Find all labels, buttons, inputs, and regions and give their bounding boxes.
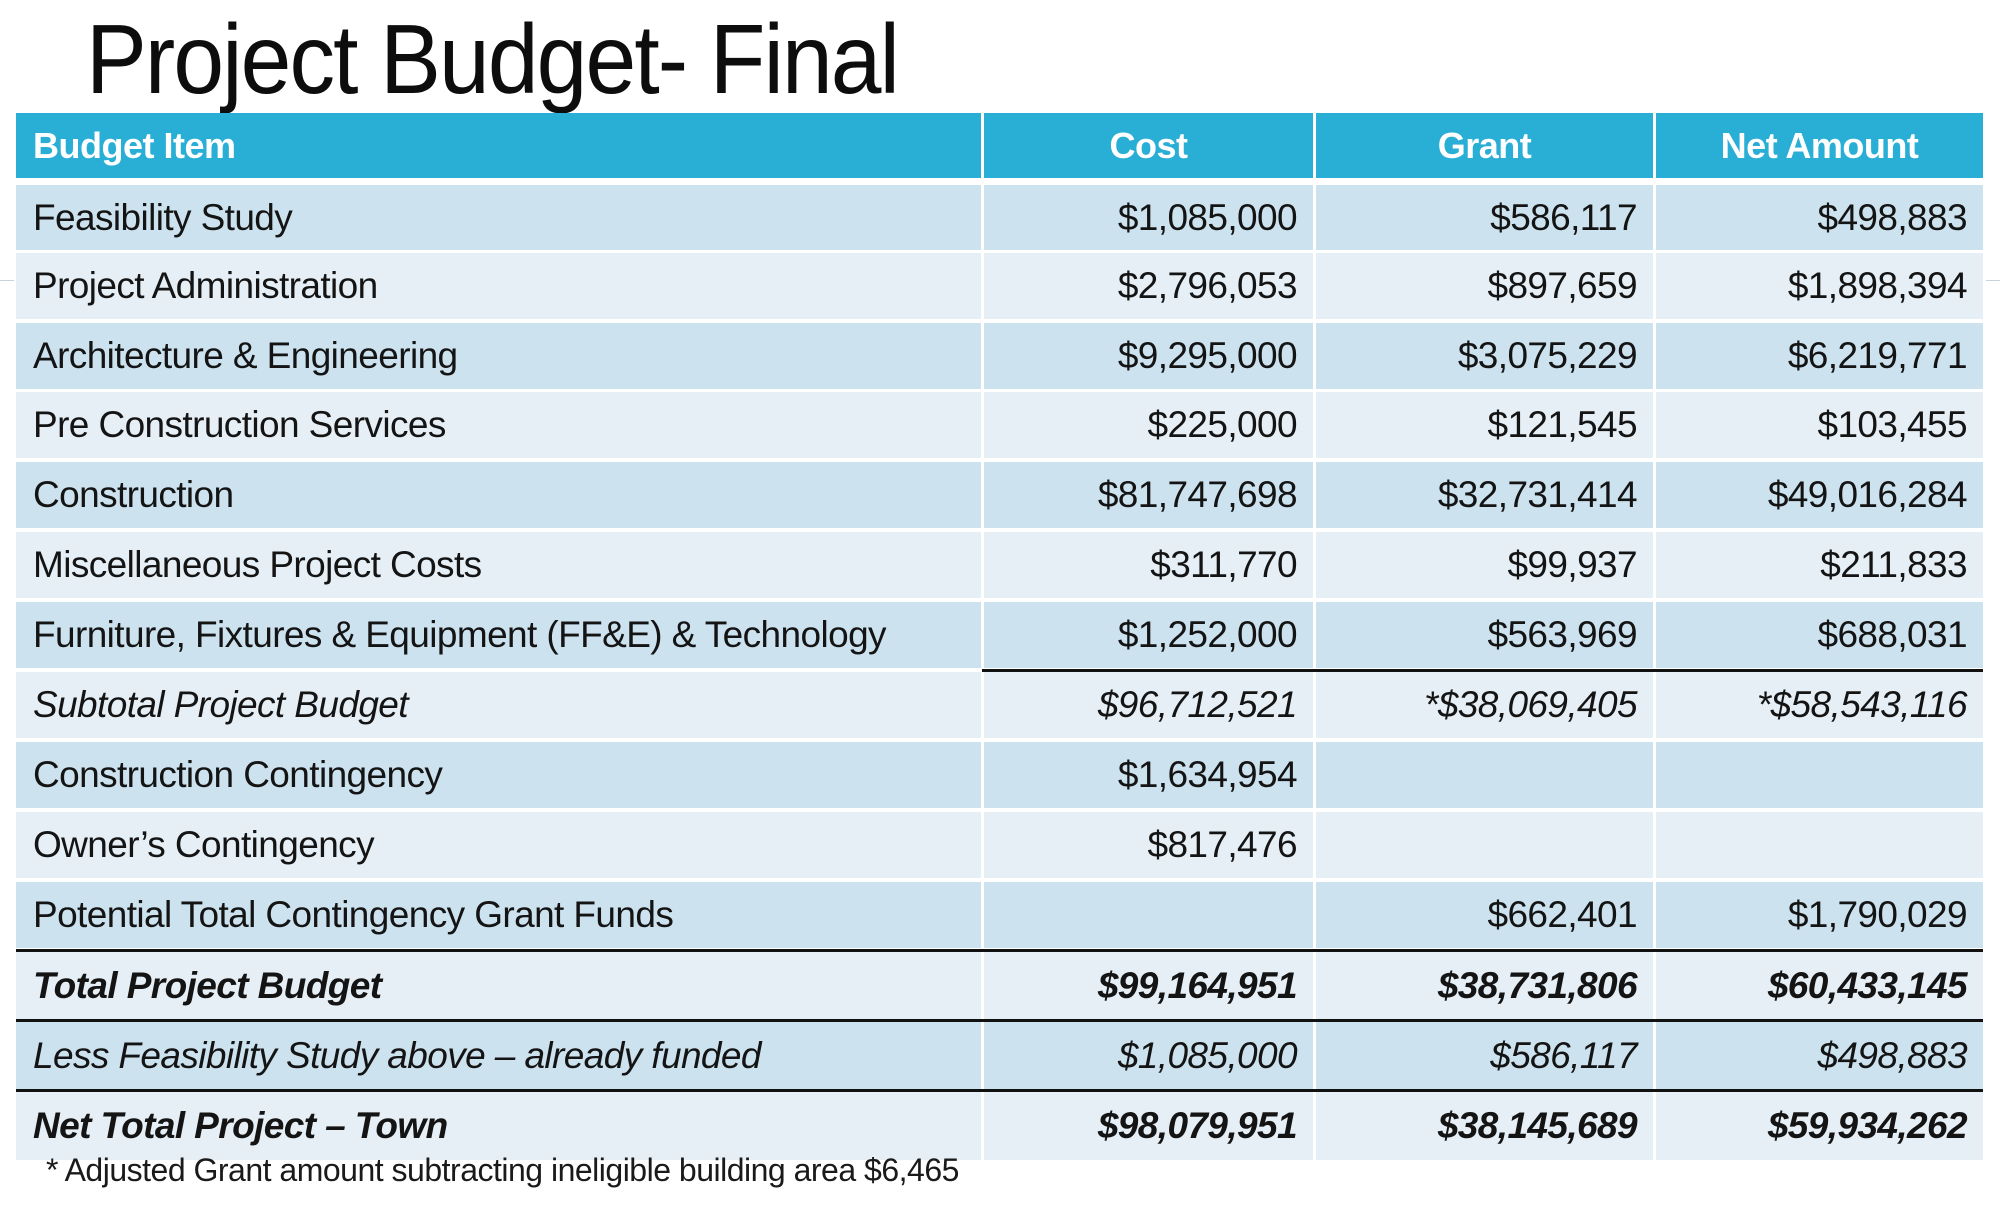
table-row: Miscellaneous Project Costs $311,770 $99… bbox=[16, 532, 1983, 598]
cost-value: $1,085,000 bbox=[984, 185, 1313, 250]
row-label: Potential Total Contingency Grant Funds bbox=[16, 882, 981, 948]
footnote: * Adjusted Grant amount subtracting inel… bbox=[46, 1152, 959, 1188]
net-value: *$58,543,116 bbox=[1656, 672, 1983, 738]
row-label: Project Administration bbox=[16, 253, 981, 319]
table-row: Architecture & Engineering $9,295,000 $3… bbox=[16, 323, 1983, 389]
row-label: Owner’s Contingency bbox=[16, 812, 981, 878]
net-value: $498,883 bbox=[1656, 185, 1983, 250]
cost-value: $9,295,000 bbox=[984, 323, 1313, 389]
grant-value bbox=[1316, 742, 1653, 808]
table-row: Furniture, Fixtures & Equipment (FF&E) &… bbox=[16, 602, 1983, 668]
grant-value: $38,731,806 bbox=[1316, 952, 1653, 1020]
grant-value: $586,117 bbox=[1316, 1022, 1653, 1090]
grant-value: $38,145,689 bbox=[1316, 1092, 1653, 1160]
net-total-row: Net Total Project – Town $98,079,951 $38… bbox=[16, 1092, 1983, 1160]
total-row: Total Project Budget $99,164,951 $38,731… bbox=[16, 952, 1983, 1020]
cost-value: $1,252,000 bbox=[984, 602, 1313, 668]
table-row: Construction Contingency $1,634,954 bbox=[16, 742, 1983, 808]
less-feasibility-row: Less Feasibility Study above – already f… bbox=[16, 1022, 1983, 1090]
net-value: $60,433,145 bbox=[1656, 952, 1983, 1020]
slide-divider-left bbox=[0, 280, 14, 281]
row-label: Miscellaneous Project Costs bbox=[16, 532, 981, 598]
subtotal-rule bbox=[982, 669, 1983, 672]
net-value bbox=[1656, 812, 1983, 878]
total-rule-bottom bbox=[16, 1019, 1983, 1022]
grant-value: $99,937 bbox=[1316, 532, 1653, 598]
grant-value: $586,117 bbox=[1316, 185, 1653, 250]
header-budget-item: Budget Item bbox=[16, 113, 981, 178]
cost-value: $98,079,951 bbox=[984, 1092, 1313, 1160]
cost-value: $311,770 bbox=[984, 532, 1313, 598]
table-row: Project Administration $2,796,053 $897,6… bbox=[16, 253, 1983, 319]
grant-value: $121,545 bbox=[1316, 392, 1653, 458]
net-value: $6,219,771 bbox=[1656, 323, 1983, 389]
cost-value bbox=[984, 882, 1313, 948]
net-value: $49,016,284 bbox=[1656, 462, 1983, 528]
grant-value: *$38,069,405 bbox=[1316, 672, 1653, 738]
slide-divider-right bbox=[1986, 280, 2000, 281]
net-value: $211,833 bbox=[1656, 532, 1983, 598]
cost-value: $1,634,954 bbox=[984, 742, 1313, 808]
table-row: Potential Total Contingency Grant Funds … bbox=[16, 882, 1983, 948]
net-value: $1,898,394 bbox=[1656, 253, 1983, 319]
total-rule-top bbox=[16, 949, 1983, 952]
table-row: Feasibility Study $1,085,000 $586,117 $4… bbox=[16, 185, 1983, 250]
grant-value: $563,969 bbox=[1316, 602, 1653, 668]
net-value: $59,934,262 bbox=[1656, 1092, 1983, 1160]
table-row: Construction $81,747,698 $32,731,414 $49… bbox=[16, 462, 1983, 528]
cost-value: $817,476 bbox=[984, 812, 1313, 878]
table-row: Pre Construction Services $225,000 $121,… bbox=[16, 392, 1983, 458]
net-value: $1,790,029 bbox=[1656, 882, 1983, 948]
cost-value: $96,712,521 bbox=[984, 672, 1313, 738]
subtotal-row: Subtotal Project Budget $96,712,521 *$38… bbox=[16, 672, 1983, 738]
cost-value: $99,164,951 bbox=[984, 952, 1313, 1020]
row-label: Feasibility Study bbox=[16, 185, 981, 250]
page-title: Project Budget- Final bbox=[86, 4, 900, 114]
header-cost: Cost bbox=[984, 113, 1313, 178]
row-label: Construction Contingency bbox=[16, 742, 981, 808]
grant-value: $897,659 bbox=[1316, 253, 1653, 319]
row-label: Pre Construction Services bbox=[16, 392, 981, 458]
row-label: Less Feasibility Study above – already f… bbox=[16, 1022, 981, 1090]
header-net-amount: Net Amount bbox=[1656, 113, 1983, 178]
row-label: Furniture, Fixtures & Equipment (FF&E) &… bbox=[16, 602, 981, 668]
row-label: Construction bbox=[16, 462, 981, 528]
row-label: Architecture & Engineering bbox=[16, 323, 981, 389]
table-row: Owner’s Contingency $817,476 bbox=[16, 812, 1983, 878]
grant-value: $662,401 bbox=[1316, 882, 1653, 948]
cost-value: $81,747,698 bbox=[984, 462, 1313, 528]
cost-value: $1,085,000 bbox=[984, 1022, 1313, 1090]
net-value: $688,031 bbox=[1656, 602, 1983, 668]
grant-value bbox=[1316, 812, 1653, 878]
cost-value: $2,796,053 bbox=[984, 253, 1313, 319]
cost-value: $225,000 bbox=[984, 392, 1313, 458]
row-label: Total Project Budget bbox=[16, 952, 981, 1020]
net-total-rule bbox=[16, 1089, 1983, 1092]
net-value: $103,455 bbox=[1656, 392, 1983, 458]
net-value: $498,883 bbox=[1656, 1022, 1983, 1090]
row-label: Subtotal Project Budget bbox=[16, 672, 981, 738]
grant-value: $3,075,229 bbox=[1316, 323, 1653, 389]
header-grant: Grant bbox=[1316, 113, 1653, 178]
row-label: Net Total Project – Town bbox=[16, 1092, 981, 1160]
grant-value: $32,731,414 bbox=[1316, 462, 1653, 528]
table-header-row: Budget Item Cost Grant Net Amount bbox=[16, 113, 1983, 178]
net-value bbox=[1656, 742, 1983, 808]
